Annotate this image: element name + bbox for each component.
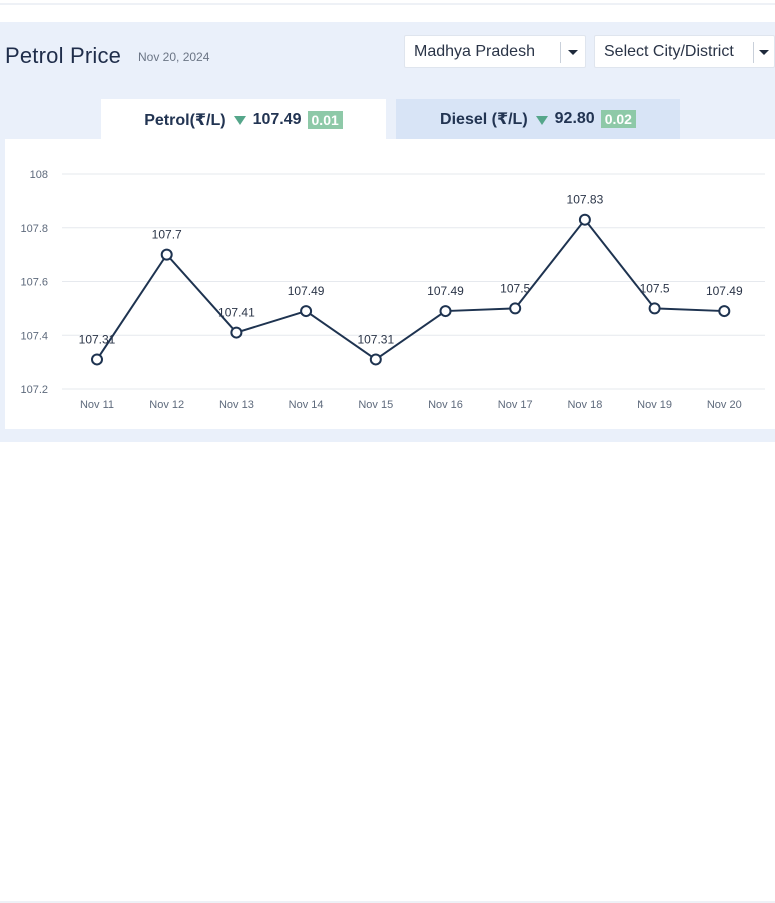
city-select-value: Select City/District — [604, 43, 734, 60]
price-down-icon — [233, 116, 246, 125]
data-label: 107.5 — [640, 281, 670, 295]
tab-diesel-label: Diesel (₹/L) — [440, 111, 528, 128]
price-series-line — [96, 218, 725, 361]
data-label: 107.49 — [427, 284, 464, 298]
data-point — [230, 326, 243, 339]
tab-petrol-label: Petrol(₹/L) — [144, 111, 226, 129]
data-point — [509, 302, 522, 315]
tab-diesel-change-badge: 0.02 — [600, 110, 636, 128]
tab-diesel[interactable]: Diesel (₹/L) 92.80 0.02 — [396, 99, 680, 139]
tab-petrol[interactable]: Petrol(₹/L) 107.49 0.01 — [101, 99, 386, 140]
data-label: 107.49 — [288, 284, 325, 298]
tab-diesel-price: 92.80 — [554, 110, 595, 127]
x-tick-label: Nov 12 — [149, 399, 184, 411]
state-select-divider — [560, 42, 561, 63]
state-select[interactable]: Madhya Pradesh — [404, 35, 586, 68]
price-chart-card: 107.2 107.4 107.6 107.8 108 Nov 11 Nov 12 Nov 1… — [5, 139, 775, 429]
city-select[interactable]: Select City/District — [594, 35, 775, 68]
data-label: 107.41 — [218, 306, 255, 320]
x-tick-label: Nov 13 — [219, 399, 254, 411]
data-point — [91, 353, 103, 366]
y-tick-label: 107.4 — [20, 330, 48, 342]
data-point — [160, 248, 173, 261]
price-down-icon — [535, 115, 548, 125]
data-point — [578, 213, 591, 226]
x-tick-label: Nov 19 — [637, 399, 672, 411]
x-tick-label: Nov 18 — [567, 399, 602, 411]
data-label: 107.31 — [357, 332, 394, 346]
data-point — [369, 353, 382, 366]
y-tick-label: 107.2 — [20, 384, 48, 396]
chevron-down-icon — [568, 50, 578, 55]
data-label: 107.5 — [500, 281, 530, 295]
tab-petrol-price: 107.49 — [252, 110, 302, 128]
bottom-strip — [0, 442, 775, 903]
data-point — [648, 302, 661, 315]
price-line-chart: 107.2 107.4 107.6 107.8 108 Nov 11 Nov 12 Nov 1… — [20, 169, 765, 411]
x-tick-label: Nov 11 — [80, 399, 114, 411]
data-point — [439, 305, 452, 318]
x-tick-label: Nov 15 — [358, 399, 393, 411]
y-tick-label: 107.6 — [20, 277, 48, 289]
data-label: 107.49 — [706, 284, 743, 298]
page-date: Nov 20, 2024 — [138, 50, 210, 64]
city-select-divider — [753, 42, 754, 63]
x-tick-label: Nov 17 — [498, 399, 533, 411]
x-tick-label: Nov 16 — [428, 399, 463, 411]
top-strip — [0, 0, 775, 22]
x-tick-label: Nov 20 — [707, 399, 742, 411]
tab-petrol-change-badge: 0.01 — [307, 110, 343, 129]
page-title: Petrol Price — [5, 43, 122, 68]
top-divider — [0, 3, 775, 5]
data-label: 107.31 — [79, 332, 116, 346]
y-tick-label: 107.8 — [20, 223, 48, 235]
data-label: 107.7 — [152, 228, 182, 242]
data-point — [300, 305, 313, 318]
y-tick-label: 108 — [30, 169, 48, 181]
x-tick-label: Nov 14 — [289, 399, 324, 411]
data-label: 107.83 — [567, 193, 604, 207]
chevron-down-icon — [759, 50, 769, 55]
state-select-value: Madhya Pradesh — [414, 43, 535, 60]
data-point — [718, 305, 731, 318]
